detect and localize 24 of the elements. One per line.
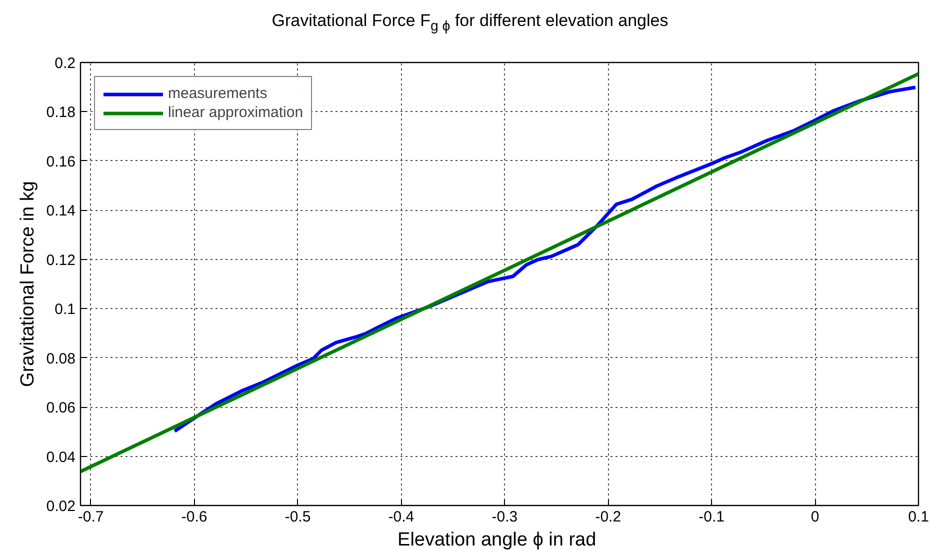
x-tick-label: -0.2 <box>595 508 622 526</box>
y-tick-label: 0.08 <box>46 350 76 368</box>
y-tick-label: 0.16 <box>46 153 76 170</box>
x-axis-title: Elevation angle ϕ in rad <box>398 530 596 550</box>
y-tick-label: 0.06 <box>46 400 76 417</box>
x-tick-label: 0 <box>810 508 820 526</box>
y-tick-label: 0.14 <box>46 202 76 220</box>
y-tick-label: 0.02 <box>46 498 76 515</box>
x-tick-label: -0.5 <box>284 508 311 526</box>
x-tick-label: 0.1 <box>908 508 929 526</box>
y-tick-label: 0.18 <box>46 104 76 122</box>
x-tick-label: -0.7 <box>78 508 104 526</box>
y-tick-label: 0.2 <box>54 55 76 72</box>
y-axis-title: Gravitational Force in kg <box>17 181 38 387</box>
chart-title: Gravitational Force F$_{g ϕ}$ for different elevation angles <box>272 10 668 36</box>
y-tick-label: 0.12 <box>46 252 76 269</box>
y-tick-label: 0.1 <box>54 301 76 318</box>
x-tick-label: -0.3 <box>492 508 518 526</box>
x-tick-label: -0.6 <box>181 508 208 526</box>
x-tick-label: -0.4 <box>388 508 414 526</box>
legend-label: measurements <box>168 85 268 102</box>
x-tick-label: -0.1 <box>698 508 725 526</box>
legend-label: linear approximation <box>168 104 304 121</box>
y-tick-label: 0.04 <box>46 448 76 466</box>
